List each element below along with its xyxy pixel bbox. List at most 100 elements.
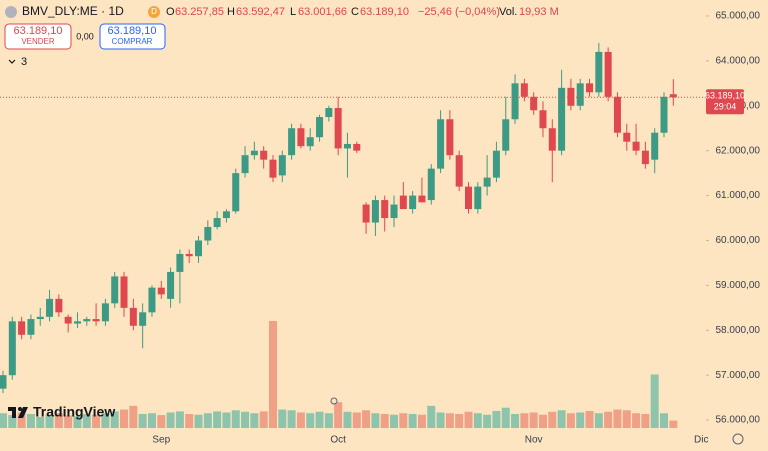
volume-bar xyxy=(120,409,129,428)
y-tick-label: 62.000,00 xyxy=(716,145,761,156)
volume-bar xyxy=(166,412,175,428)
candle-body xyxy=(325,108,333,118)
volume-bar xyxy=(343,411,352,428)
volume-bar xyxy=(417,414,426,428)
volume-bar xyxy=(669,420,678,428)
volume-bar xyxy=(399,413,408,428)
volume-bar xyxy=(315,411,324,428)
candle-body xyxy=(669,94,677,98)
candle-body xyxy=(306,137,314,147)
badge xyxy=(148,6,160,18)
candle-body xyxy=(213,218,221,228)
ohlc-key: L xyxy=(290,6,296,18)
indicators-toggle[interactable] xyxy=(8,59,16,64)
ohlc-value: 63.592,47 xyxy=(236,6,285,18)
volume-bar xyxy=(213,411,222,428)
candle-body xyxy=(269,159,277,178)
candle-body xyxy=(632,141,640,151)
volume-bar xyxy=(138,413,147,428)
y-tick-label: 56.000,00 xyxy=(716,415,761,426)
candle-body xyxy=(0,375,7,389)
volume-bar xyxy=(101,413,110,428)
last-price-label: 63.189,10 xyxy=(705,91,745,101)
volume-bar xyxy=(147,413,156,428)
y-tick-label: 59.000,00 xyxy=(716,280,761,291)
event-marker[interactable] xyxy=(330,397,338,405)
candle-body xyxy=(558,87,566,151)
ohlc-value: 63.257,85 xyxy=(175,6,224,18)
brand-logo xyxy=(8,407,28,418)
y-tick-label: 58.000,00 xyxy=(716,325,761,336)
volume-bar xyxy=(268,321,277,428)
candle-body xyxy=(101,303,109,322)
spread: 0,00 xyxy=(76,31,94,41)
candle-body xyxy=(623,132,631,142)
volume-bar xyxy=(362,410,371,428)
sell-button[interactable] xyxy=(4,23,72,50)
volume-bar xyxy=(566,413,575,428)
x-tick-label: Oct xyxy=(330,435,346,446)
candle-body xyxy=(651,132,659,160)
settings-icon[interactable] xyxy=(732,433,744,445)
volume-bar xyxy=(529,412,538,428)
countdown: 29:04 xyxy=(714,102,737,112)
badge-text: D xyxy=(151,7,157,16)
x-tick-label: Dic xyxy=(694,435,708,446)
volume-bar xyxy=(455,413,464,428)
candle-body xyxy=(176,253,184,272)
volume-bar xyxy=(64,415,73,428)
candle-body xyxy=(157,287,165,295)
volume-bar xyxy=(613,409,622,428)
volume-key: Vol. xyxy=(499,6,517,18)
volume-bar xyxy=(306,413,315,428)
candle-body xyxy=(399,195,407,210)
candle-body xyxy=(511,83,519,120)
candle-body xyxy=(139,312,147,326)
volume-bar xyxy=(641,413,650,428)
sell-price: 63.189,10 xyxy=(14,25,63,37)
volume-bar xyxy=(585,411,594,428)
candle-body xyxy=(120,276,128,308)
candle-body xyxy=(167,271,175,299)
volume-bar xyxy=(296,412,305,428)
candle-body xyxy=(362,204,370,223)
volume-bar xyxy=(594,413,603,428)
candle-body xyxy=(288,128,296,156)
brand-name: TradingView xyxy=(33,404,115,420)
volume-bar xyxy=(250,413,259,428)
candle-body xyxy=(576,83,584,106)
candle-body xyxy=(465,186,472,210)
candle-body xyxy=(334,108,342,149)
ohlc-key: O xyxy=(166,6,175,18)
volume-bar xyxy=(622,410,631,428)
buy-button[interactable] xyxy=(99,23,166,50)
volume-bar xyxy=(660,413,669,428)
ohlc-key: H xyxy=(227,6,235,18)
volume-bar xyxy=(194,414,203,428)
volume-bar xyxy=(17,412,26,428)
volume-value: 19,93 M xyxy=(519,6,559,18)
candle-body xyxy=(371,200,379,223)
volume-bar xyxy=(73,416,82,428)
candle-body xyxy=(129,307,137,326)
candle-body xyxy=(539,110,547,129)
volume-bar xyxy=(538,414,547,428)
buy-label: COMPRAR xyxy=(112,37,153,46)
volume-bar xyxy=(92,414,101,428)
candle-body xyxy=(353,143,361,151)
volume-bar xyxy=(436,412,445,428)
candle-body xyxy=(195,240,203,257)
candle-body xyxy=(27,319,35,335)
volume-bar xyxy=(8,415,17,428)
volume-bar xyxy=(576,412,585,428)
candle-body xyxy=(8,321,16,376)
change: −25,46 (−0,04%) xyxy=(418,6,500,18)
volume-bar xyxy=(231,410,240,428)
volume-bar xyxy=(54,413,63,428)
candle-body xyxy=(502,119,510,151)
symbol: BMV_DLY:ME · 1D xyxy=(22,4,124,18)
candle-body xyxy=(316,117,324,138)
candle-body xyxy=(660,96,668,133)
